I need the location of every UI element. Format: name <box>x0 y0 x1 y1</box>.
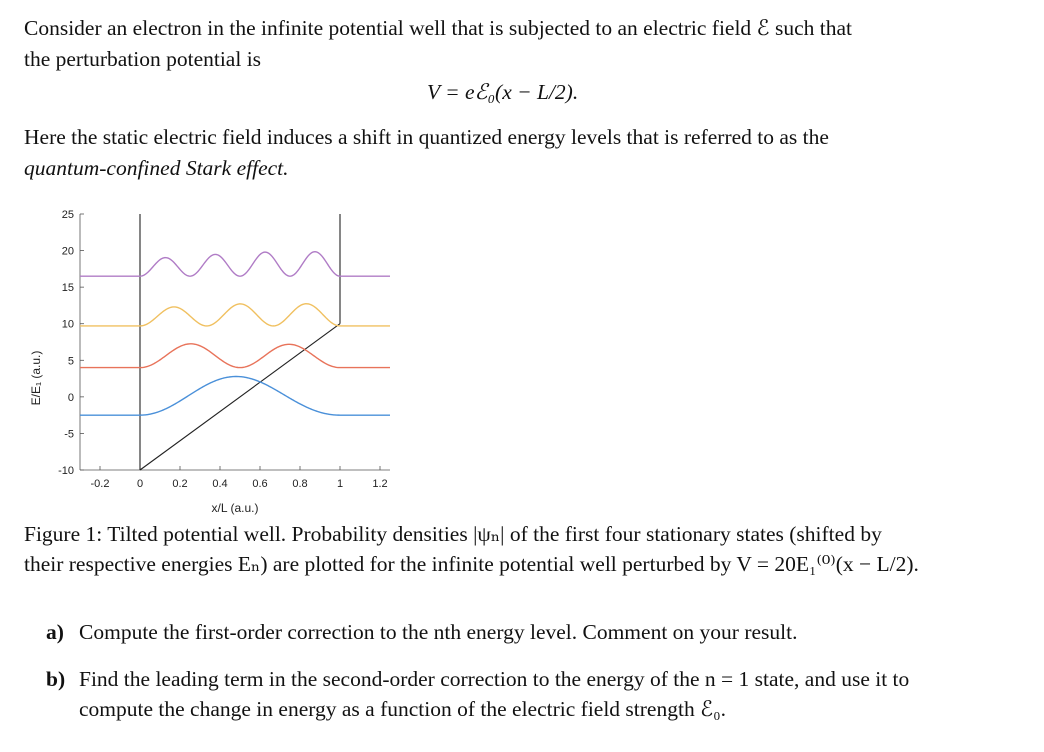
y-tick-label: 20 <box>62 246 74 258</box>
part-b-label: b) <box>46 667 66 691</box>
y-tick-label: -10 <box>58 465 74 477</box>
intro-line-1: Consider an electron in the infinite pot… <box>24 16 852 40</box>
stark-term: quantum-confined Stark effect. <box>24 156 289 180</box>
part-b-line-2: compute the change in energy as a functi… <box>79 697 726 721</box>
y-axis-label: E/E₁ (a.u.) <box>29 351 43 406</box>
density-curve-2 <box>80 343 390 369</box>
intro-line-2: the perturbation potential is <box>24 47 262 71</box>
x-tick-label: 0 <box>137 478 143 490</box>
x-tick-label: 1 <box>337 478 343 490</box>
x-tick-label: 1.2 <box>372 478 387 490</box>
part-a-label: a) <box>46 620 64 644</box>
y-tick-label: 5 <box>68 355 74 367</box>
density-curve-3 <box>80 303 390 327</box>
y-tick-label: 10 <box>62 319 74 331</box>
y-tick-label: -5 <box>64 428 74 440</box>
perturbation-equation: V = eℰ₀(x − L/2). <box>427 80 579 104</box>
x-axis-label: x/L (a.u.) <box>212 501 259 515</box>
density-curve-1 <box>80 375 390 416</box>
y-tick-label: 25 <box>62 209 74 221</box>
tilted-potential <box>139 323 341 471</box>
stark-line-1: Here the static electric field induces a… <box>24 125 829 149</box>
chart-curves <box>80 214 390 471</box>
y-tick-label: 0 <box>68 392 74 404</box>
x-tick-label: -0.2 <box>91 478 110 490</box>
density-curve-4 <box>80 250 390 277</box>
figure-caption-line-1: Figure 1: Tilted potential well. Probabi… <box>24 522 882 546</box>
x-tick-label: 0.8 <box>292 478 307 490</box>
part-a-text: Compute the first-order correction to th… <box>79 620 798 644</box>
figure-caption-line-2: their respective energies Eₙ) are plotte… <box>24 552 919 576</box>
x-tick-label: 0.6 <box>252 478 267 490</box>
y-tick-label: 15 <box>62 282 74 294</box>
x-tick-label: 0.2 <box>172 478 187 490</box>
part-b-line-1: Find the leading term in the second-orde… <box>79 667 910 691</box>
x-tick-label: 0.4 <box>212 478 227 490</box>
tilted-well-chart: -10 -5 0 5 10 15 20 25 -0.2 0 0.2 0.4 0.6 0.8 1 1.2 x/L… <box>29 209 390 515</box>
